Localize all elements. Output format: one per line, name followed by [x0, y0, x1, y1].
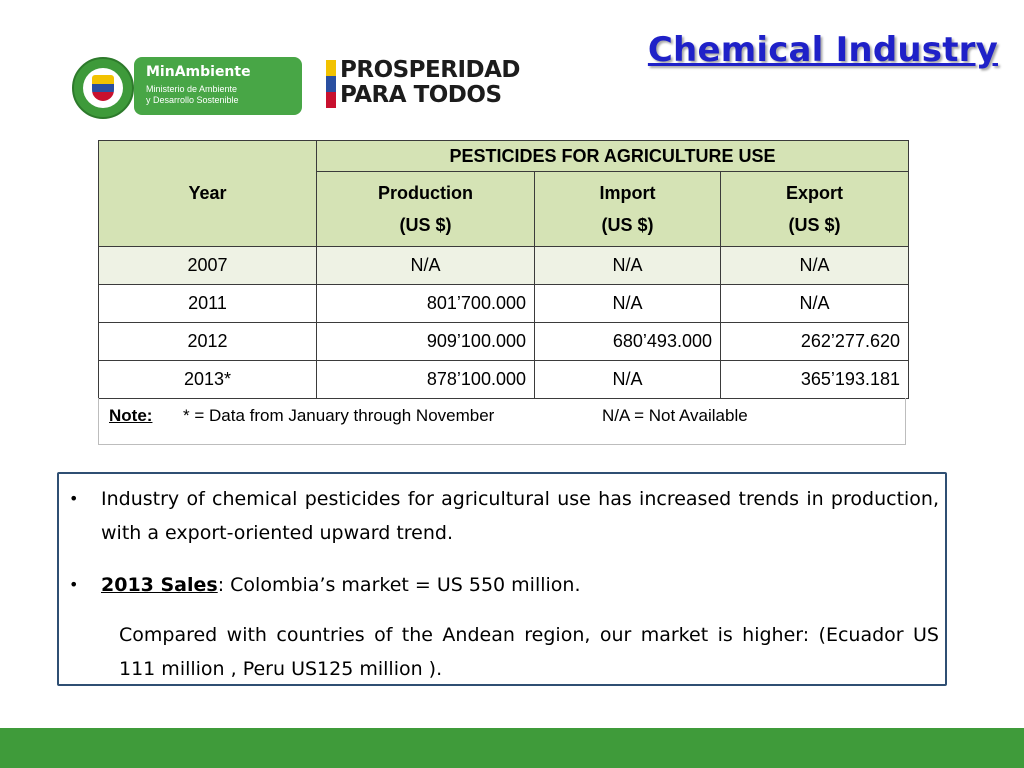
sales-text: : Colombia’s market = US 550 million. [217, 574, 581, 596]
minambiente-subtitle: Ministerio de Ambiente y Desarrollo Sost… [146, 84, 239, 105]
table-row: 2013* 878’100.000 N/A 365’193.181 [98, 360, 909, 399]
coat-of-arms-icon [92, 75, 114, 101]
bullet-2013-sales: 2013 Sales: Colombia’s market = US 550 m… [101, 568, 581, 602]
export-header: Export (US $) [720, 171, 909, 247]
bullet-icon: • [69, 489, 79, 508]
andean-comparison: Compared with countries of the Andean re… [119, 624, 939, 680]
year-cell: 2011 [98, 284, 317, 323]
export-cell: N/A [720, 284, 909, 323]
sales-lead: 2013 Sales [101, 574, 218, 596]
year-cell: 2007 [98, 246, 317, 285]
prosperidad-logo: PROSPERIDAD PARA TODOS [326, 58, 536, 112]
import-cell: N/A [534, 360, 721, 399]
export-cell: N/A [720, 246, 909, 285]
note-na-text: N/A = Not Available [602, 406, 748, 425]
export-cell: 262’277.620 [720, 322, 909, 361]
year-cell: 2013* [98, 360, 317, 399]
minambiente-name: MinAmbiente [146, 64, 251, 80]
colombia-seal-logo [72, 57, 134, 119]
group-header: PESTICIDES FOR AGRICULTURE USE [316, 140, 909, 172]
summary-box: • Industry of chemical pesticides for ag… [57, 472, 947, 686]
footer-bar [0, 728, 1024, 768]
colombia-flag-icon [326, 60, 336, 108]
import-header: Import (US $) [534, 171, 721, 247]
import-cell: N/A [534, 246, 721, 285]
slide-title: Chemical Industry [647, 30, 998, 70]
import-cell: N/A [534, 284, 721, 323]
prosperidad-line2: PARA TODOS [340, 82, 502, 108]
production-header: Production (US $) [316, 171, 535, 247]
year-cell: 2012 [98, 322, 317, 361]
minambiente-logo: MinAmbiente Ministerio de Ambiente y Des… [134, 57, 302, 115]
production-cell: 801’700.000 [316, 284, 535, 323]
note-asterisk-text: * = Data from January through November [183, 406, 495, 425]
import-cell: 680’493.000 [534, 322, 721, 361]
bullet-industry-trend: Industry of chemical pesticides for agri… [101, 488, 939, 544]
export-cell: 365’193.181 [720, 360, 909, 399]
table-row: 2011 801’700.000 N/A N/A [98, 284, 909, 323]
table-row: 2012 909’100.000 680’493.000 262’277.620 [98, 322, 909, 361]
bullet-icon: • [69, 575, 79, 594]
note-label: Note: [109, 406, 153, 425]
production-cell: 909’100.000 [316, 322, 535, 361]
table-row: 2007 N/A N/A N/A [98, 246, 909, 285]
production-cell: 878’100.000 [316, 360, 535, 399]
pesticides-table: Year PESTICIDES FOR AGRICULTURE USE Prod… [98, 140, 909, 399]
production-cell: N/A [316, 246, 535, 285]
year-header: Year [98, 140, 317, 247]
table-note: Note: * = Data from January through Nove… [98, 398, 906, 445]
prosperidad-line1: PROSPERIDAD [340, 57, 521, 83]
